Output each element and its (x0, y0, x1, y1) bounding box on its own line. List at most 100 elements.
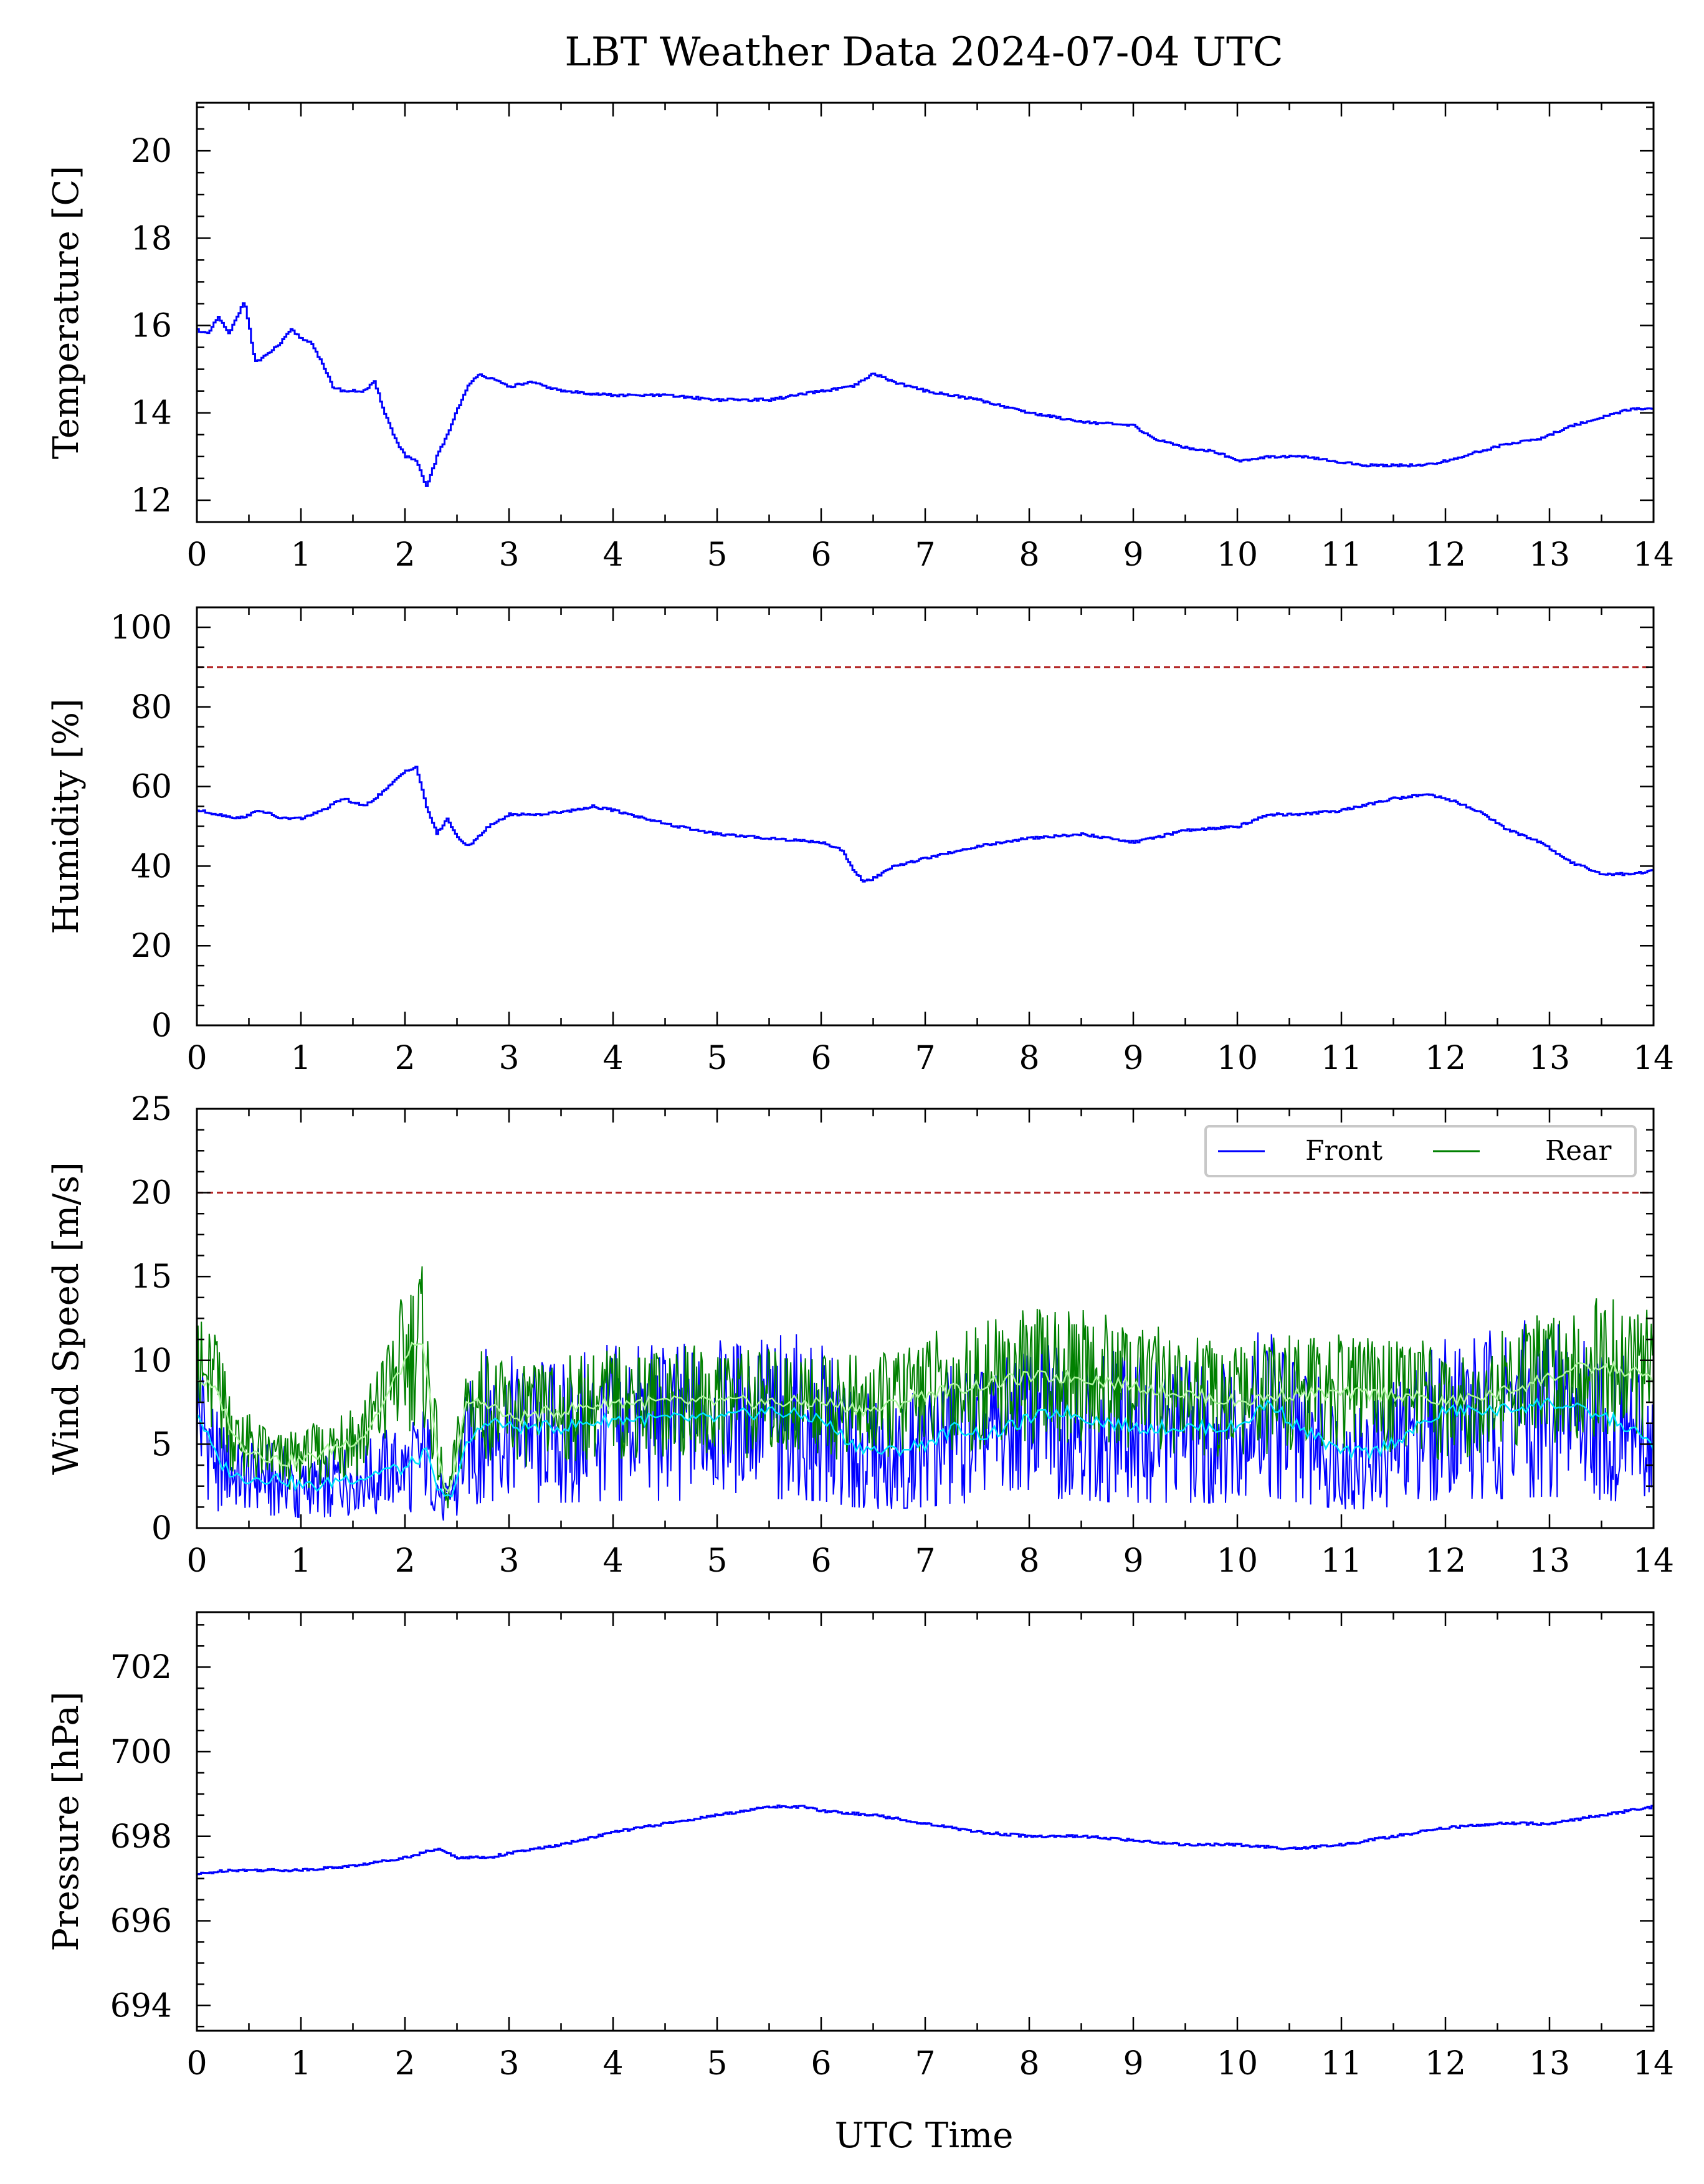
legend: Front Rear (1204, 1125, 1637, 1177)
x-tick-label: 6 (811, 1542, 831, 1580)
x-tick-label: 10 (1217, 536, 1258, 574)
x-tick-label: 2 (394, 1040, 415, 1077)
x-tick-label: 4 (602, 2045, 623, 2082)
plot-area (197, 766, 1654, 883)
y-tick-label: 20 (131, 928, 172, 965)
wind-rear-raw-line (197, 1266, 1654, 1509)
y-tick-label: 10 (131, 1342, 172, 1380)
y-tick-label: 696 (110, 1903, 172, 1940)
x-tick-label: 10 (1217, 2045, 1258, 2082)
wind-rear-smoothed-line (197, 1341, 1654, 1493)
y-tick-label: 14 (131, 395, 172, 432)
x-tick-label: 5 (707, 1542, 727, 1580)
x-tick-label: 5 (707, 2045, 727, 2082)
y-axis-label-pressure: Pressure [hPa] (46, 1691, 87, 1951)
x-tick-label: 3 (498, 1542, 519, 1580)
x-tick-label: 14 (1633, 2045, 1674, 2082)
plot-area (197, 1804, 1654, 1876)
x-tick-label: 3 (498, 536, 519, 574)
x-tick-label: 2 (394, 536, 415, 574)
x-tick-label: 0 (186, 1040, 207, 1077)
x-tick-label: 9 (1123, 1040, 1143, 1077)
plot-area (197, 1266, 1654, 1521)
chart-panel-temperature: 0 1 2 3 4 5 6 7 8 9 10 11 12 13 141214161820Temperatur… (46, 102, 1674, 574)
x-tick-label: 12 (1425, 1040, 1466, 1077)
y-tick-label: 40 (131, 848, 172, 885)
x-tick-label: 11 (1321, 2045, 1362, 2082)
x-tick-label: 7 (915, 2045, 935, 2082)
legend-label-front: Front (1305, 1135, 1383, 1167)
x-tick-label: 9 (1123, 2045, 1143, 2082)
x-tick-label: 8 (1019, 2045, 1039, 2082)
y-tick-label: 80 (131, 689, 172, 726)
x-tick-label: 7 (915, 536, 935, 574)
x-tick-label: 0 (186, 1542, 207, 1580)
x-tick-label: 14 (1633, 1542, 1674, 1580)
x-tick-label: 8 (1019, 1542, 1039, 1580)
chart-panels: 0 1 2 3 4 5 6 7 8 9 10 11 12 13 141214161820Temperatur… (46, 102, 1674, 2082)
legend-box (1204, 1125, 1637, 1177)
x-tick-label: 0 (186, 536, 207, 574)
x-tick-label: 14 (1633, 1040, 1674, 1077)
x-tick-label: 3 (498, 2045, 519, 2082)
y-axis-label-humidity: Humidity [%] (46, 698, 87, 934)
x-tick-label: 4 (602, 1542, 623, 1580)
x-tick-label: 6 (811, 1040, 831, 1077)
y-tick-label: 20 (131, 133, 172, 170)
x-tick-label: 10 (1217, 1542, 1258, 1580)
x-tick-label: 6 (811, 2045, 831, 2082)
y-tick-label: 702 (110, 1649, 172, 1686)
x-tick-label: 9 (1123, 536, 1143, 574)
x-tick-label: 13 (1529, 1040, 1570, 1077)
x-tick-label: 5 (707, 536, 727, 574)
x-tick-label: 6 (811, 536, 831, 574)
x-tick-label: 12 (1425, 1542, 1466, 1580)
x-tick-label: 8 (1019, 536, 1039, 574)
legend-label-rear: Rear (1545, 1135, 1612, 1167)
x-tick-label: 1 (290, 536, 311, 574)
x-tick-label: 4 (602, 1040, 623, 1077)
y-tick-label: 700 (110, 1734, 172, 1771)
x-tick-label: 14 (1633, 536, 1674, 574)
y-axis-label-wind-speed: Wind Speed [m/s] (46, 1162, 87, 1475)
y-tick-label: 25 (131, 1091, 172, 1128)
x-tick-label: 4 (602, 536, 623, 574)
figure-x-axis-label: UTC Time (835, 2115, 1014, 2156)
y-tick-label: 15 (131, 1258, 172, 1296)
y-tick-label: 0 (151, 1007, 172, 1045)
x-tick-label: 13 (1529, 536, 1570, 574)
x-tick-label: 7 (915, 1542, 935, 1580)
temperature-line (197, 302, 1654, 487)
y-tick-label: 16 (131, 308, 172, 345)
humidity-line (197, 766, 1654, 883)
wind-front-smoothed-line (197, 1397, 1654, 1498)
x-tick-label: 11 (1321, 1040, 1362, 1077)
x-tick-label: 11 (1321, 1542, 1362, 1580)
x-tick-label: 13 (1529, 2045, 1570, 2082)
y-tick-label: 0 (151, 1510, 172, 1547)
x-tick-label: 11 (1321, 536, 1362, 574)
y-tick-label: 698 (110, 1818, 172, 1856)
y-tick-label: 12 (131, 482, 172, 520)
x-tick-label: 7 (915, 1040, 935, 1077)
y-tick-label: 20 (131, 1175, 172, 1212)
y-tick-label: 60 (131, 769, 172, 806)
x-tick-label: 2 (394, 1542, 415, 1580)
pressure-line (197, 1804, 1654, 1876)
x-tick-label: 13 (1529, 1542, 1570, 1580)
plot-area (197, 302, 1654, 487)
y-tick-label: 5 (151, 1426, 172, 1463)
y-axis-label-temperature: Temperature [C] (46, 166, 87, 459)
x-tick-label: 10 (1217, 1040, 1258, 1077)
x-tick-label: 1 (290, 2045, 311, 2082)
chart-panel-pressure: 0 1 2 3 4 5 6 7 8 9 10 11 12 13 14694696698700702Press… (46, 1611, 1674, 2082)
x-tick-label: 3 (498, 1040, 519, 1077)
y-tick-label: 694 (110, 1987, 172, 2025)
x-tick-label: 8 (1019, 1040, 1039, 1077)
x-tick-label: 1 (290, 1542, 311, 1580)
figure-title: LBT Weather Data 2024-07-04 UTC (564, 29, 1283, 75)
x-tick-label: 2 (394, 2045, 415, 2082)
